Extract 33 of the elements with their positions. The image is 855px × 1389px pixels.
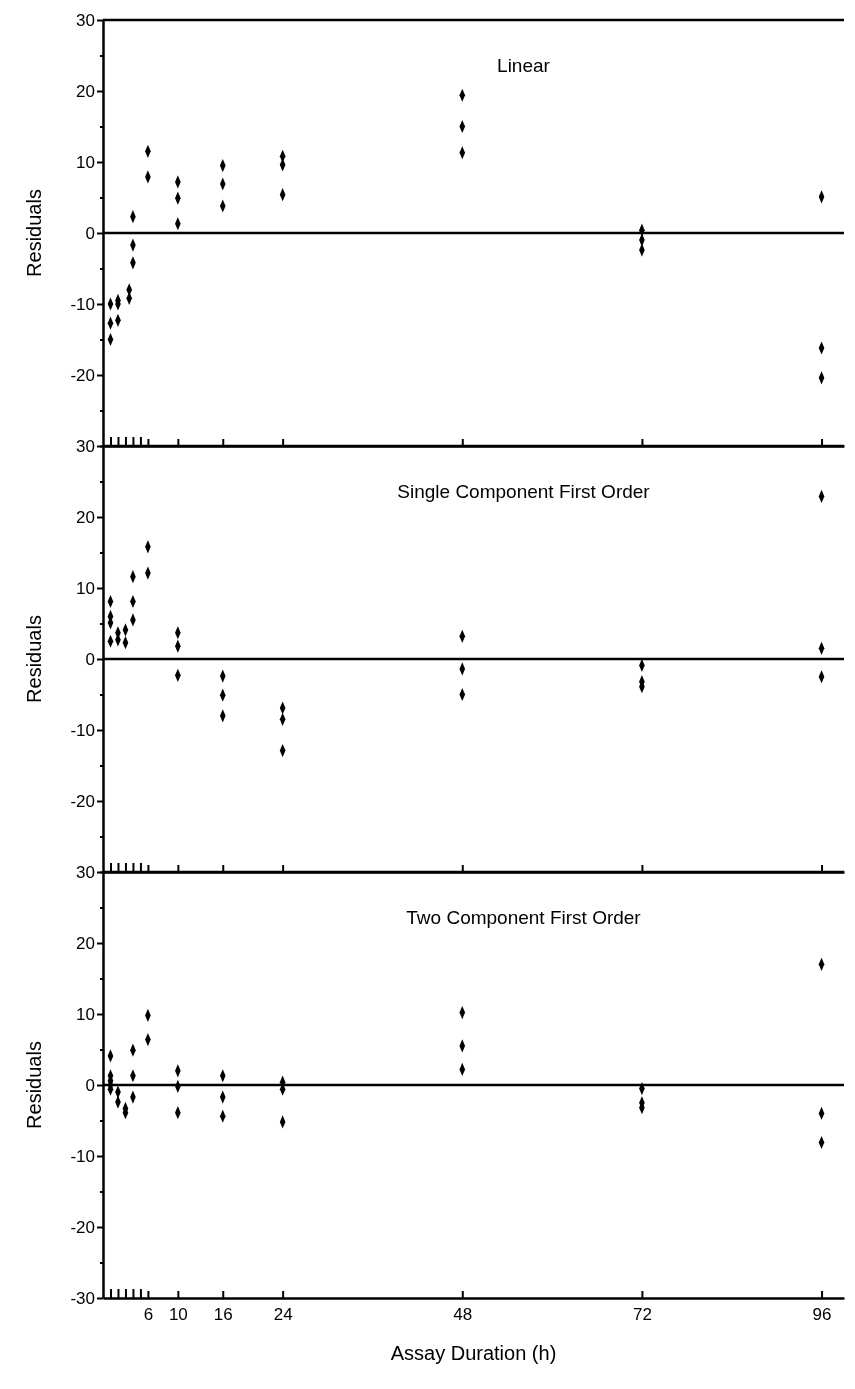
x-tick-label: 72 [632, 1305, 652, 1325]
y-tick-label: 0 [85, 1075, 95, 1095]
x-tick-label: 48 [453, 1305, 473, 1325]
text: Linear [497, 55, 551, 76]
y-tick-label: 30 [76, 436, 95, 456]
y-axis-title: Residuals [23, 1041, 45, 1129]
y-tick-label: 0 [85, 649, 95, 669]
y-tick-label: -20 [70, 365, 95, 385]
y-tick-label: 10 [76, 152, 95, 172]
y-tick-label: -20 [70, 1217, 95, 1237]
y-axis-title: Residuals [23, 189, 45, 277]
y-tick-label: -10 [70, 294, 95, 314]
y-tick-label: 30 [76, 862, 95, 882]
x-tick-label: 24 [273, 1305, 293, 1325]
y-tick-label: -30 [70, 1288, 95, 1308]
y-tick-label: 10 [76, 1004, 95, 1024]
y-tick-label: 30 [76, 10, 95, 30]
x-tick-label: 6 [143, 1305, 154, 1325]
x-axis-title: Assay Duration (h) [390, 1342, 557, 1364]
y-tick-label: -20 [70, 791, 95, 811]
x-tick-label: 16 [213, 1305, 233, 1325]
y-tick-label: -10 [70, 1146, 95, 1166]
y-tick-label: 20 [76, 507, 95, 527]
x-tick-label: 10 [168, 1305, 188, 1325]
x-tick-label: 96 [812, 1305, 832, 1325]
y-tick-label: 20 [76, 933, 95, 953]
text: Two Component First Order [406, 907, 642, 928]
y-axis-title: Residuals [23, 615, 45, 703]
y-tick-label: 10 [76, 578, 95, 598]
text: Single Component First Order [397, 481, 651, 502]
y-tick-label: 0 [85, 223, 95, 243]
y-tick-label: -10 [70, 720, 95, 740]
y-tick-label: 20 [76, 81, 95, 101]
